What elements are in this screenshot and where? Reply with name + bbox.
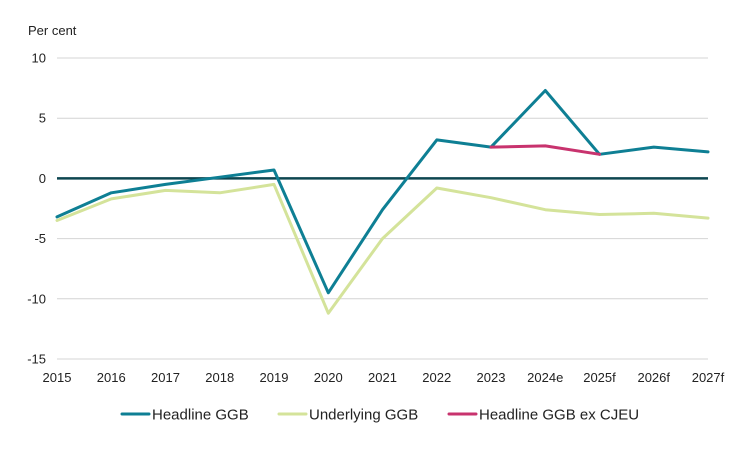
x-tick-label: 2017 bbox=[151, 370, 180, 385]
y-tick-label: -10 bbox=[27, 291, 46, 306]
series-lines bbox=[55, 89, 710, 315]
x-tick-label: 2026f bbox=[637, 370, 670, 385]
x-tick-label: 2016 bbox=[97, 370, 126, 385]
x-tick-label: 2019 bbox=[260, 370, 289, 385]
x-tick-label: 2015 bbox=[43, 370, 72, 385]
x-tick-label: 2022 bbox=[422, 370, 451, 385]
legend-label-2: Headline GGB ex CJEU bbox=[479, 407, 639, 424]
x-axis-tick-labels: 2015 2016 2017 2018 2019 2020 2021 2022 2023 2024… bbox=[43, 370, 725, 385]
x-tick-label: 2024e bbox=[527, 370, 563, 385]
y-tick-label: 5 bbox=[39, 111, 46, 126]
x-tick-label: 2020 bbox=[314, 370, 343, 385]
x-tick-label: 2018 bbox=[205, 370, 234, 385]
x-tick-label: 2023 bbox=[477, 370, 506, 385]
y-axis-tick-labels: 10 5 0 -5 -10 -15 bbox=[27, 51, 46, 367]
y-tick-label: -15 bbox=[27, 352, 46, 367]
x-tick-label: 2021 bbox=[368, 370, 397, 385]
x-tick-label: 2025f bbox=[583, 370, 616, 385]
y-tick-label: 0 bbox=[39, 171, 46, 186]
y-axis-unit-label: Per cent bbox=[28, 23, 77, 38]
y-tick-label: 10 bbox=[32, 51, 46, 66]
series-line-2 bbox=[489, 144, 601, 156]
series-line-1 bbox=[55, 182, 710, 315]
x-tick-label: 2027f bbox=[692, 370, 725, 385]
legend-label-0: Headline GGB bbox=[152, 407, 249, 424]
legend-label-1: Underlying GGB bbox=[309, 407, 418, 424]
y-tick-label: -5 bbox=[34, 231, 46, 246]
legend: Headline GGB Underlying GGB Headline GGB e… bbox=[120, 407, 639, 424]
